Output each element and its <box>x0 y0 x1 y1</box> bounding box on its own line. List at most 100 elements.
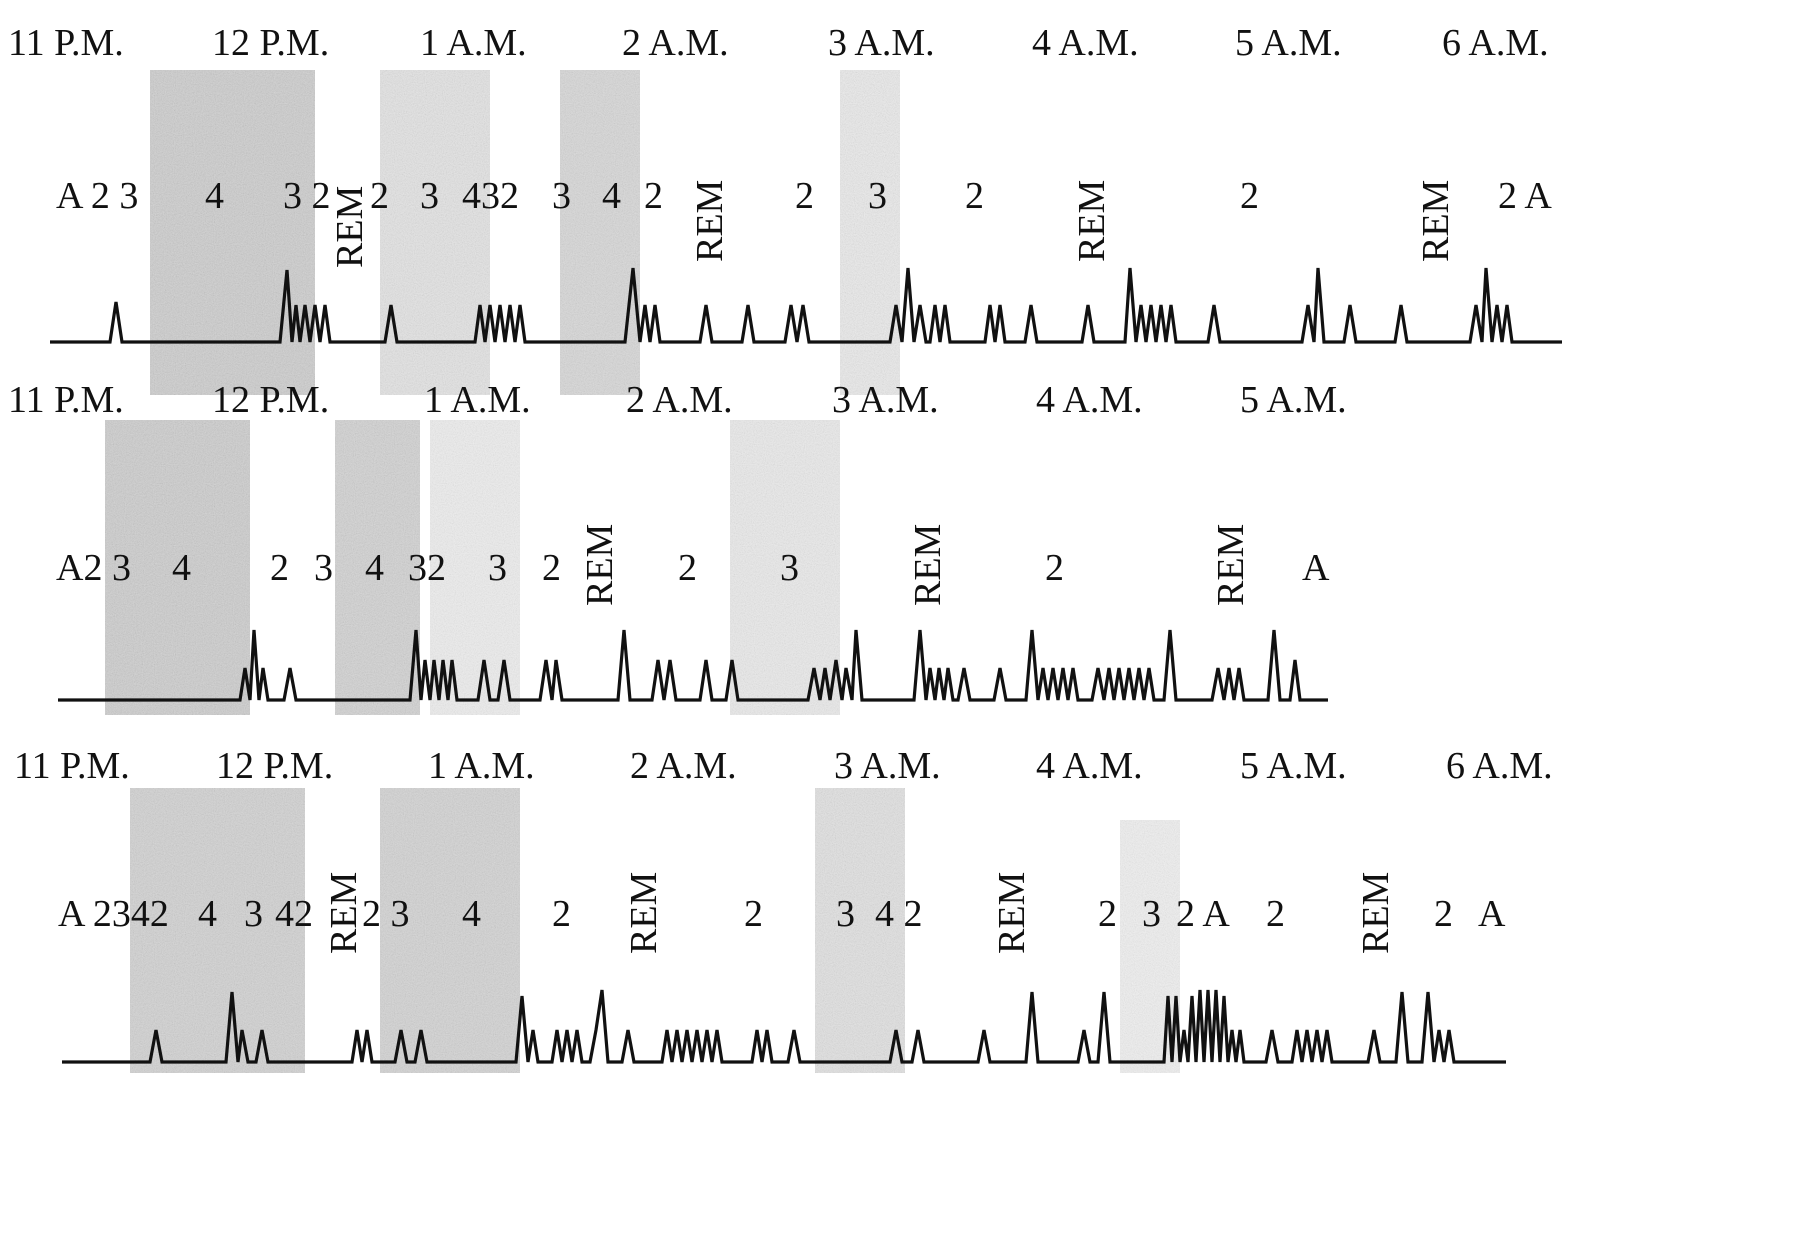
stage-label: 2 <box>965 175 984 217</box>
time-label: 12 P.M. <box>212 22 329 64</box>
time-label: 5 A.M. <box>1235 22 1342 64</box>
stage-label: 4 <box>172 547 191 589</box>
stage-label: 2 <box>270 547 289 589</box>
deep-sleep-band <box>380 788 520 1073</box>
deep-sleep-band <box>560 70 640 395</box>
time-label: 3 A.M. <box>834 745 941 787</box>
stage-label: 3 <box>552 175 571 217</box>
stage-labels-middle: A2 3 4 2 3 4 32 3 2 REM 2 3 REM 2 REM A <box>56 524 1330 606</box>
stage-label: A 2 3 <box>56 175 138 217</box>
stage-label: 3 <box>420 175 439 217</box>
stage-label: 2 <box>1240 175 1259 217</box>
time-axis-middle: 11 P.M. 12 P.M. 1 A.M. 2 A.M. 3 A.M. 4 A… <box>8 379 1347 421</box>
stage-label: 4 <box>198 893 217 935</box>
stage-label: 2 <box>1045 547 1064 589</box>
stage-label: 4 <box>365 547 384 589</box>
time-label: 2 A.M. <box>626 379 733 421</box>
time-label: 2 A.M. <box>622 22 729 64</box>
time-label: 1 A.M. <box>420 22 527 64</box>
time-label: 4 A.M. <box>1036 745 1143 787</box>
time-label: 4 A.M. <box>1032 22 1139 64</box>
light-sleep-band <box>730 420 840 715</box>
time-label: 3 A.M. <box>828 22 935 64</box>
panel-bottom: 11 P.M. 12 P.M. 1 A.M. 2 A.M. 3 A.M. 4 A… <box>14 745 1553 1073</box>
deep-sleep-band <box>335 420 420 715</box>
time-label: 6 A.M. <box>1442 22 1549 64</box>
stage-label: 4 2 <box>875 893 923 935</box>
time-label: 11 P.M. <box>8 379 124 421</box>
stage-label: 42 <box>275 893 313 935</box>
stage-label: 2 <box>678 547 697 589</box>
stage-label-rem: REM <box>329 186 371 268</box>
stage-label: 3 <box>244 893 263 935</box>
stage-label: 3 <box>1142 893 1161 935</box>
stage-labels-top: A 2 3 4 3 2 REM 2 3 432 3 4 2 REM 2 3 2 … <box>56 175 1552 268</box>
stage-label: 2 <box>542 547 561 589</box>
stage-label: 4 <box>602 175 621 217</box>
stage-label: 432 <box>462 175 519 217</box>
stage-label: 3 <box>868 175 887 217</box>
time-label: 3 A.M. <box>832 379 939 421</box>
light-sleep-band <box>380 70 490 395</box>
stage-label-rem: REM <box>623 872 665 954</box>
time-label: 1 A.M. <box>424 379 531 421</box>
shade-bands <box>130 788 1180 1073</box>
stage-label-rem: REM <box>323 872 365 954</box>
deep-sleep-band <box>105 420 250 715</box>
stage-label: 2 <box>795 175 814 217</box>
stage-label: 32 <box>408 547 446 589</box>
activity-trace <box>50 267 1562 344</box>
stage-label: A2 3 <box>56 547 131 589</box>
time-label: 1 A.M. <box>428 745 535 787</box>
time-label: 5 A.M. <box>1240 745 1347 787</box>
stage-label-rem: REM <box>1355 872 1397 954</box>
panel-top: 11 P.M. 12 P.M. 1 A.M. 2 A.M. 3 A.M. 4 A… <box>8 22 1562 395</box>
light-sleep-band <box>840 70 900 395</box>
stage-label: A <box>1302 547 1330 589</box>
time-label: 12 P.M. <box>216 745 333 787</box>
stage-label-rem: REM <box>1415 180 1457 262</box>
stage-label: 2 <box>552 893 571 935</box>
panel-middle: 11 P.M. 12 P.M. 1 A.M. 2 A.M. 3 A.M. 4 A… <box>8 379 1347 715</box>
time-axis-bottom: 11 P.M. 12 P.M. 1 A.M. 2 A.M. 3 A.M. 4 A… <box>14 745 1553 787</box>
light-sleep-band <box>815 788 905 1073</box>
stage-label-rem: REM <box>689 180 731 262</box>
stage-label: 3 <box>488 547 507 589</box>
shade-bands <box>150 70 900 395</box>
stage-label-rem: REM <box>579 524 621 606</box>
deep-sleep-band <box>150 70 315 395</box>
stage-label: 3 <box>780 547 799 589</box>
stage-label: 4 <box>462 893 481 935</box>
stage-label: 3 2 <box>283 175 331 217</box>
stage-label: 2 <box>644 175 663 217</box>
deep-sleep-band <box>130 788 305 1073</box>
stage-label: 2 <box>744 893 763 935</box>
stage-label: A <box>1478 893 1506 935</box>
stage-label: 2 <box>370 175 389 217</box>
time-label: 11 P.M. <box>14 745 130 787</box>
stage-label: 2 <box>1266 893 1285 935</box>
stage-label: 2 A <box>1498 175 1552 217</box>
stage-label-rem: REM <box>991 872 1033 954</box>
time-label: 12 P.M. <box>212 379 329 421</box>
stage-label-rem: REM <box>1210 524 1252 606</box>
time-label: 6 A.M. <box>1446 745 1553 787</box>
time-label: 5 A.M. <box>1240 379 1347 421</box>
stage-label: 2 3 <box>362 893 410 935</box>
stage-labels-bottom: A 2342 4 3 42 REM 2 3 4 2 REM 2 3 4 2 RE… <box>58 872 1506 954</box>
stage-label: 4 <box>205 175 224 217</box>
activity-trace <box>62 989 1506 1064</box>
time-label: 2 A.M. <box>630 745 737 787</box>
stage-label-rem: REM <box>907 524 949 606</box>
time-label: 11 P.M. <box>8 22 124 64</box>
stage-label: A 2342 <box>58 893 169 935</box>
stage-label: 2 <box>1434 893 1453 935</box>
stage-label: 2 <box>1098 893 1117 935</box>
stage-label: 3 <box>836 893 855 935</box>
stage-label: 2 A <box>1176 893 1230 935</box>
stage-label: 3 <box>314 547 333 589</box>
activity-trace <box>58 629 1328 702</box>
time-axis-top: 11 P.M. 12 P.M. 1 A.M. 2 A.M. 3 A.M. 4 A… <box>8 22 1549 64</box>
time-label: 4 A.M. <box>1036 379 1143 421</box>
